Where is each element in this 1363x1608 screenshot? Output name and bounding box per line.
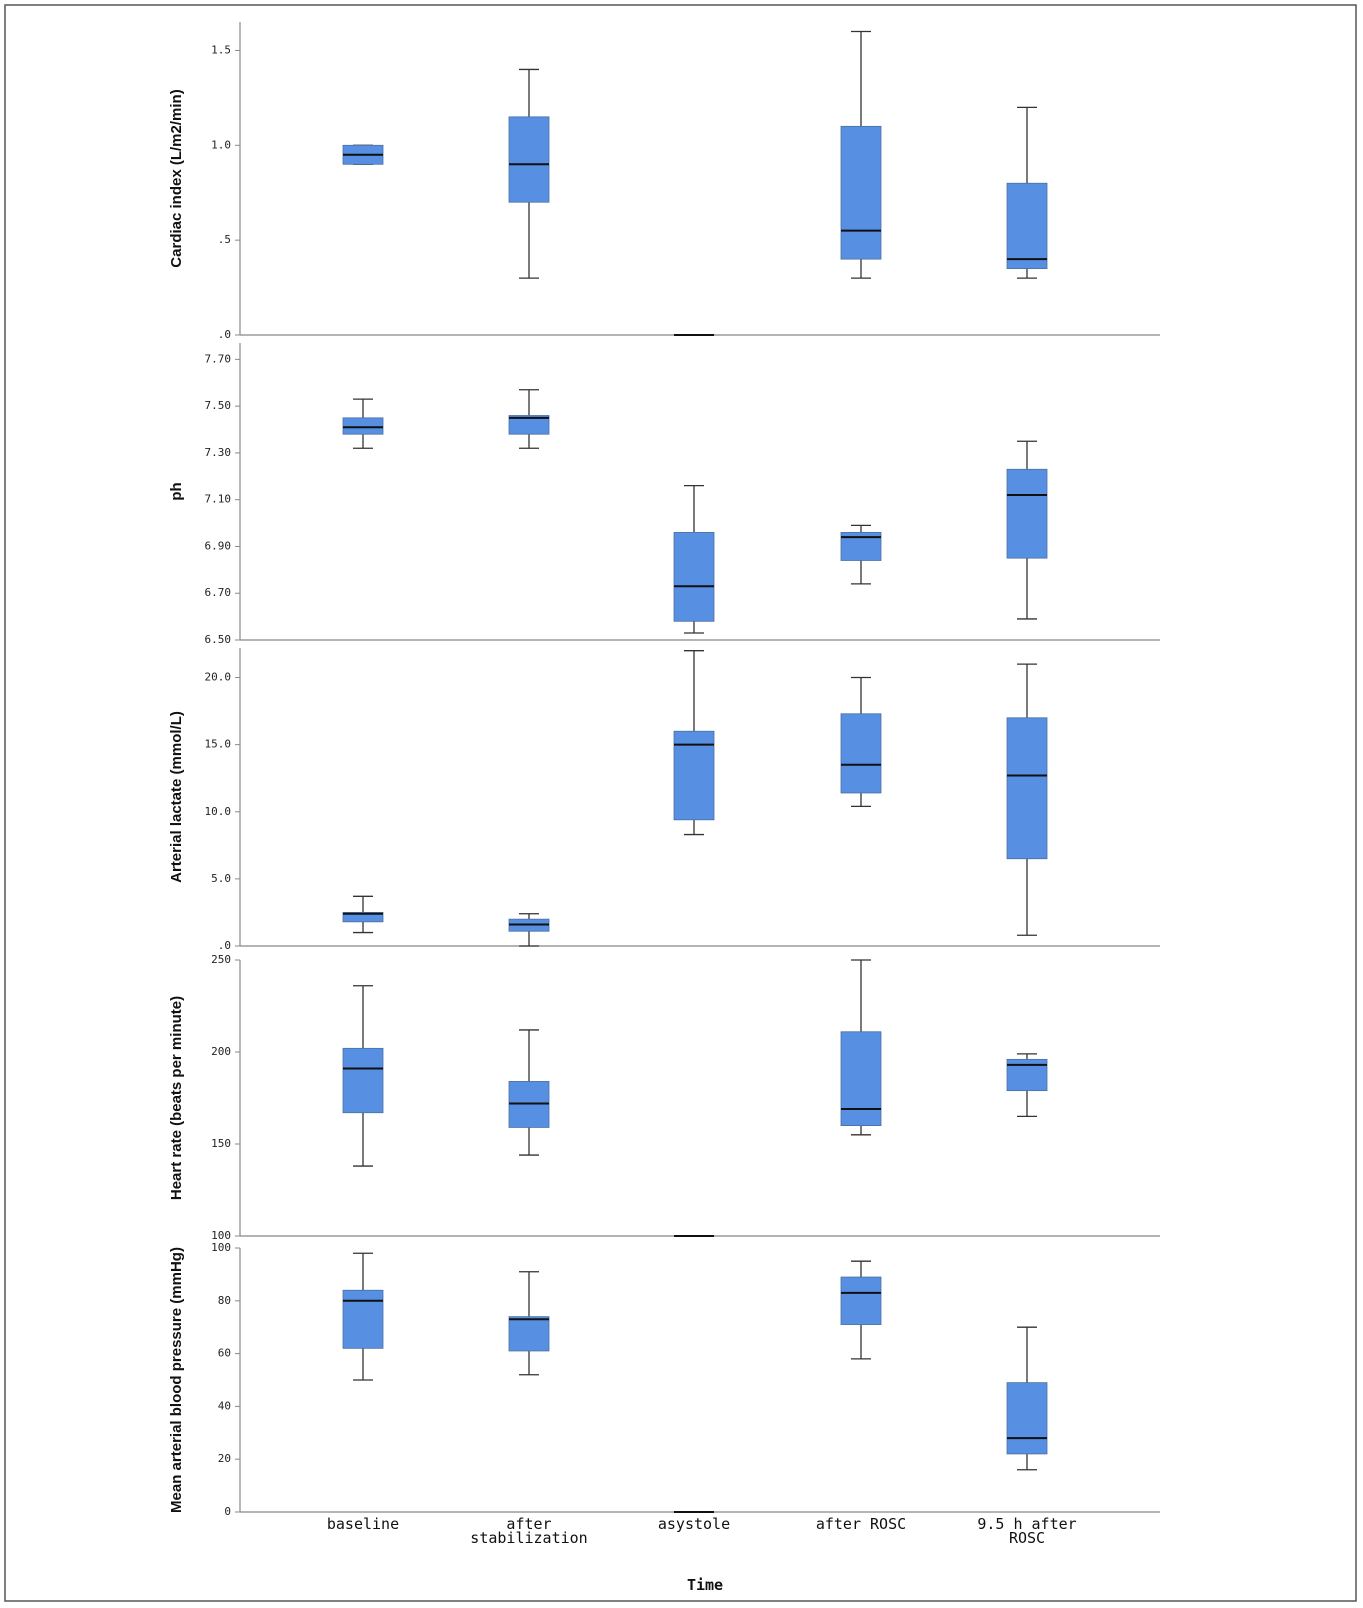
box	[342, 912, 384, 923]
y-tick-label: 5.0	[211, 872, 231, 885]
box	[342, 1047, 384, 1114]
x-axis-title: Time	[686, 1576, 724, 1594]
y-tick-label: 100	[211, 1241, 231, 1254]
box	[342, 417, 384, 435]
box	[508, 1316, 550, 1352]
y-tick-label: 200	[211, 1045, 231, 1058]
y-axis-title: ph	[168, 482, 185, 500]
box	[840, 1276, 882, 1325]
y-tick-label: 100	[211, 1229, 231, 1242]
y-tick-label: 7.50	[205, 399, 232, 412]
box	[673, 730, 715, 821]
y-tick-label: 15.0	[205, 738, 232, 751]
x-tick-label: baseline	[326, 1515, 400, 1533]
box	[673, 532, 715, 622]
y-tick-label: 6.90	[205, 539, 232, 552]
box	[1006, 717, 1048, 860]
y-tick-label: 7.10	[205, 493, 232, 506]
y-tick-label: 60	[218, 1347, 231, 1360]
y-tick-label: 1.5	[211, 43, 231, 56]
box	[508, 415, 550, 435]
y-tick-label: 10.0	[205, 805, 232, 818]
box	[1006, 182, 1048, 270]
y-tick-label: .0	[218, 939, 231, 952]
box	[342, 1289, 384, 1349]
y-tick-label: 1.0	[211, 138, 231, 151]
frame	[4, 4, 1357, 1602]
y-tick-label: 250	[211, 953, 231, 966]
y-tick-label: .0	[218, 328, 231, 341]
y-tick-label: 7.30	[205, 446, 232, 459]
y-tick-label: 6.70	[205, 586, 232, 599]
y-tick-label: 20	[218, 1452, 231, 1465]
box	[508, 116, 550, 203]
y-axis-title: Arterial lactate (mmol/L)	[168, 711, 185, 883]
x-tick-label: after stabilization	[470, 1515, 588, 1547]
y-axis-title: Heart rate (beats per minute)	[168, 996, 185, 1200]
y-tick-label: 40	[218, 1399, 231, 1412]
y-tick-label: .5	[218, 233, 231, 246]
y-tick-label: 20.0	[205, 671, 232, 684]
y-tick-label: 0	[224, 1505, 231, 1518]
y-tick-label: 7.70	[205, 352, 232, 365]
box	[1006, 468, 1048, 559]
x-tick-label: 9.5 h after ROSC	[977, 1515, 1077, 1547]
y-axis-title: Mean arterial blood pressure (mmHg)	[168, 1247, 185, 1513]
box	[840, 125, 882, 260]
x-tick-label: asystole	[657, 1515, 731, 1533]
y-tick-label: 6.50	[205, 633, 232, 646]
box	[840, 1031, 882, 1127]
y-tick-label: 80	[218, 1294, 231, 1307]
box	[840, 713, 882, 794]
y-axis-title: Cardiac index (L/m2/min)	[168, 89, 185, 267]
box	[1006, 1382, 1048, 1455]
x-tick-label: after ROSC	[815, 1515, 907, 1533]
y-tick-label: 150	[211, 1137, 231, 1150]
